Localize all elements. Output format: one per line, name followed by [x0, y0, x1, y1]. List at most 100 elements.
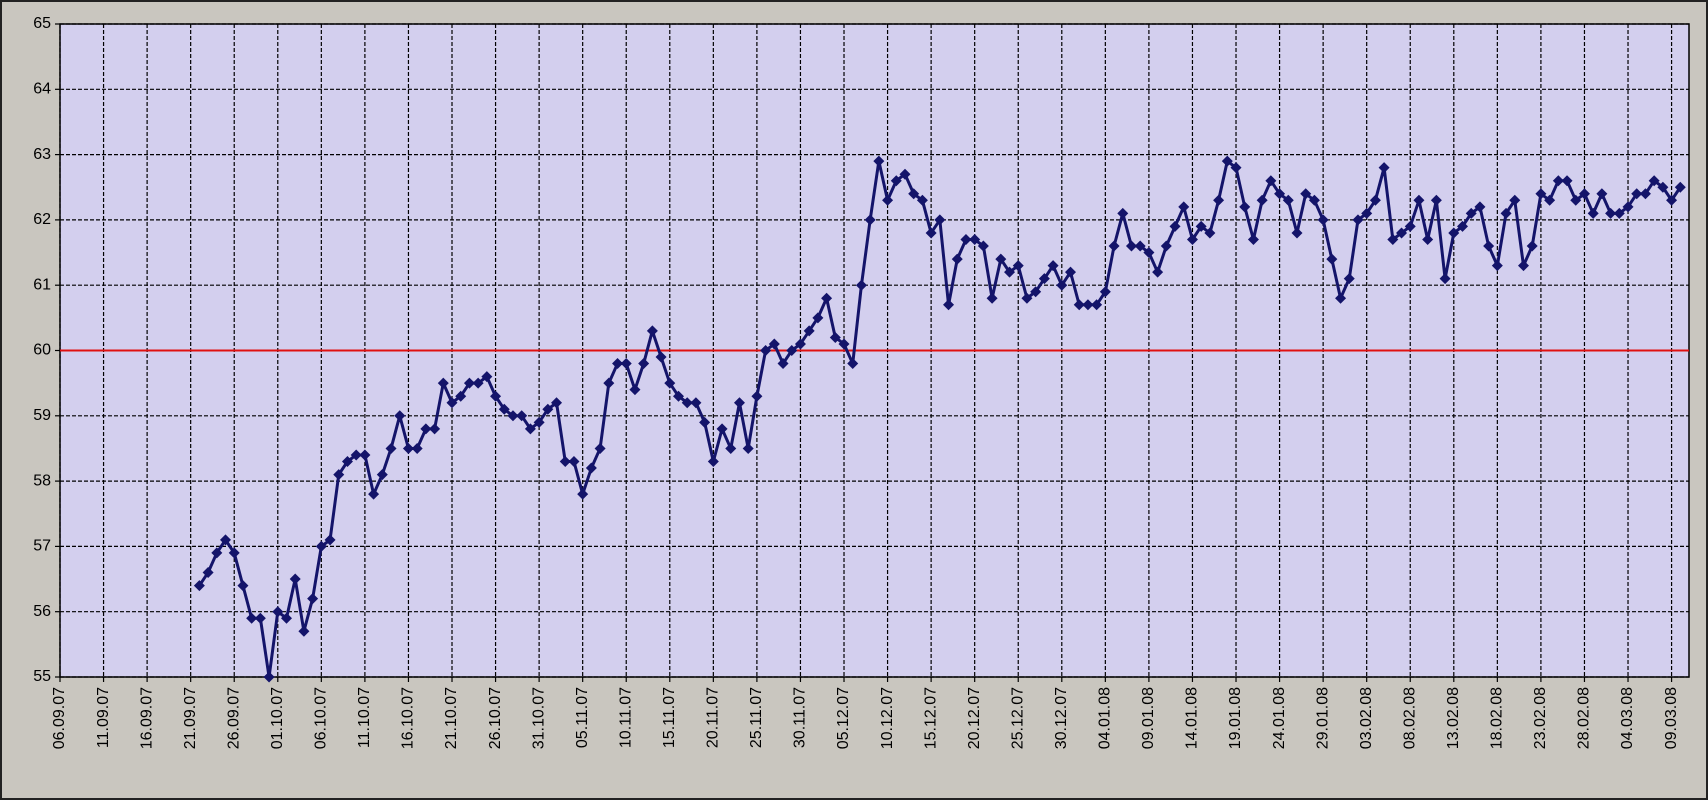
data-point: [1239, 201, 1251, 213]
data-point: [1674, 181, 1686, 193]
data-point: [1361, 207, 1373, 219]
data-point: [559, 456, 571, 468]
data-point: [1587, 207, 1599, 219]
data-point: [333, 469, 345, 481]
data-point: [943, 299, 955, 311]
data-point: [246, 612, 258, 624]
data-point: [1047, 260, 1059, 272]
data-point: [1335, 292, 1347, 304]
x-tick-label: 03.02.08: [1358, 687, 1375, 749]
x-tick-label: 20.11.07: [705, 687, 722, 748]
y-tick-label: 64: [33, 81, 51, 98]
data-point: [960, 233, 972, 245]
data-point: [603, 377, 615, 389]
data-point: [481, 371, 493, 383]
data-point: [1657, 181, 1669, 193]
data-point: [1143, 247, 1155, 259]
data-point: [821, 292, 833, 304]
data-point: [977, 240, 989, 252]
data-point: [716, 423, 728, 435]
y-tick-label: 57: [33, 538, 51, 555]
data-point: [429, 423, 441, 435]
data-point: [1535, 188, 1547, 200]
data-point: [237, 580, 249, 592]
data-point: [307, 593, 319, 605]
data-point: [1509, 194, 1521, 206]
data-point: [1396, 227, 1408, 239]
data-point: [1056, 279, 1068, 291]
data-point: [263, 671, 275, 683]
data-point: [786, 345, 798, 356]
y-tick-label: 55: [33, 668, 51, 685]
data-point: [882, 194, 894, 206]
x-tick-label: 25.11.07: [748, 687, 765, 748]
data-point: [1265, 175, 1277, 187]
data-point: [1500, 207, 1512, 219]
data-point: [394, 410, 406, 422]
data-point: [507, 410, 519, 422]
data-point: [1544, 194, 1556, 206]
data-point: [516, 410, 528, 422]
x-tick-label: 05.12.07: [835, 687, 852, 749]
data-point: [690, 397, 702, 409]
data-point: [899, 168, 911, 180]
data-point: [1439, 273, 1451, 285]
data-point: [1387, 233, 1399, 245]
data-point: [1343, 273, 1355, 285]
data-point: [202, 567, 214, 579]
data-point: [1230, 162, 1242, 174]
data-point: [220, 534, 232, 546]
data-point: [368, 488, 380, 500]
x-tick-label: 11.09.07: [95, 687, 112, 748]
x-tick-label: 18.02.08: [1489, 687, 1506, 749]
y-tick-label: 60: [33, 342, 51, 359]
data-point: [847, 358, 859, 370]
y-tick-label: 65: [33, 15, 51, 32]
data-point: [768, 338, 780, 350]
data-point: [1247, 233, 1259, 245]
data-point: [1204, 227, 1216, 239]
data-point: [1578, 188, 1590, 200]
data-point: [1282, 194, 1294, 206]
data-point: [1474, 201, 1486, 213]
data-point: [1352, 214, 1364, 226]
data-point: [1195, 220, 1207, 232]
data-point: [1422, 233, 1434, 245]
data-point: [890, 175, 902, 187]
y-tick-label: 58: [33, 472, 51, 489]
data-point: [812, 312, 824, 324]
data-point: [995, 253, 1007, 265]
data-point: [1369, 194, 1381, 206]
data-point: [524, 423, 536, 435]
data-point: [1666, 194, 1678, 206]
data-point: [1125, 240, 1137, 252]
x-tick-label: 29.01.08: [1314, 687, 1331, 749]
data-point: [794, 338, 806, 350]
data-point: [672, 390, 684, 402]
data-point: [707, 456, 719, 468]
data-point: [742, 442, 754, 454]
x-tick-label: 21.09.07: [182, 687, 199, 749]
x-tick-label: 23.02.08: [1532, 687, 1549, 749]
x-tick-label: 26.09.07: [225, 687, 242, 749]
data-point: [1491, 260, 1503, 272]
data-point: [463, 377, 475, 389]
data-point: [1186, 233, 1198, 245]
data-point: [699, 416, 711, 428]
data-point: [1160, 240, 1172, 252]
x-tick-label: 19.01.08: [1227, 687, 1244, 749]
data-point: [272, 606, 284, 618]
data-point: [829, 331, 841, 343]
data-point: [733, 397, 745, 409]
data-point: [1213, 194, 1225, 206]
data-point: [1256, 194, 1268, 206]
data-point: [1065, 266, 1077, 278]
x-tick-label: 16.09.07: [138, 687, 155, 749]
data-point: [760, 345, 772, 356]
data-point: [324, 534, 336, 546]
data-point: [681, 397, 693, 409]
data-point: [1221, 155, 1233, 167]
x-tick-label: 06.09.07: [51, 687, 68, 749]
data-point: [1622, 201, 1634, 213]
data-point: [1317, 214, 1329, 226]
